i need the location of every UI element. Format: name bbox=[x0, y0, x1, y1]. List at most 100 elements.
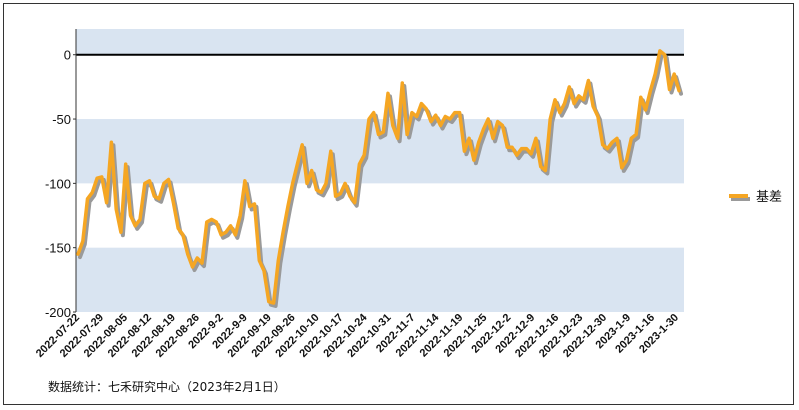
y-tick-label-2: -100 bbox=[45, 176, 71, 191]
data-point-73 bbox=[425, 108, 427, 110]
y-tick-label-1: -50 bbox=[52, 112, 71, 127]
data-point-29 bbox=[215, 221, 217, 223]
data-point-104 bbox=[573, 102, 575, 104]
data-point-53 bbox=[330, 150, 332, 152]
data-point-76 bbox=[439, 124, 441, 126]
data-point-57 bbox=[349, 195, 351, 197]
data-point-8 bbox=[115, 208, 117, 210]
data-point-67 bbox=[396, 137, 398, 139]
data-point-31 bbox=[225, 231, 227, 233]
data-point-44 bbox=[287, 205, 289, 207]
data-point-10 bbox=[124, 163, 126, 165]
data-point-94 bbox=[525, 147, 527, 149]
data-point-54 bbox=[334, 195, 336, 197]
data-point-63 bbox=[377, 133, 379, 135]
data-point-70 bbox=[411, 111, 413, 113]
data-point-114 bbox=[621, 167, 623, 169]
data-point-24 bbox=[191, 266, 193, 268]
data-point-56 bbox=[344, 182, 346, 184]
data-point-12 bbox=[134, 225, 136, 227]
data-point-43 bbox=[282, 231, 284, 233]
data-point-98 bbox=[544, 169, 546, 171]
grid-band-0 bbox=[76, 29, 684, 55]
data-point-105 bbox=[578, 95, 580, 97]
data-point-119 bbox=[644, 109, 646, 111]
data-point-106 bbox=[582, 99, 584, 101]
data-point-38 bbox=[258, 259, 260, 261]
data-point-123 bbox=[663, 54, 665, 56]
data-point-90 bbox=[506, 146, 508, 148]
y-tick-label-4: -200 bbox=[45, 305, 71, 320]
y-tick-label-3: -150 bbox=[45, 241, 71, 256]
y-axis-ticks: 0 -50 -100 -150 -200 bbox=[45, 48, 76, 320]
data-point-77 bbox=[444, 115, 446, 117]
data-point-52 bbox=[325, 182, 327, 184]
series-line-basis bbox=[76, 49, 681, 305]
data-point-35 bbox=[244, 180, 246, 182]
data-point-25 bbox=[196, 257, 198, 259]
data-point-14 bbox=[144, 182, 146, 184]
data-point-6 bbox=[105, 201, 107, 203]
legend-label: 基差 bbox=[756, 189, 782, 204]
data-point-85 bbox=[482, 128, 484, 130]
data-point-4 bbox=[96, 177, 98, 179]
data-point-22 bbox=[182, 234, 184, 236]
data-point-66 bbox=[392, 124, 394, 126]
data-point-107 bbox=[587, 79, 589, 81]
data-point-9 bbox=[120, 231, 122, 233]
data-point-5 bbox=[101, 176, 103, 178]
data-point-60 bbox=[363, 154, 365, 156]
data-point-72 bbox=[420, 102, 422, 104]
data-point-95 bbox=[530, 153, 532, 155]
data-point-34 bbox=[239, 214, 241, 216]
data-point-91 bbox=[511, 146, 513, 148]
data-point-0 bbox=[77, 253, 79, 255]
data-point-30 bbox=[220, 234, 222, 236]
data-point-120 bbox=[649, 90, 651, 92]
data-point-61 bbox=[368, 118, 370, 120]
data-point-96 bbox=[535, 137, 537, 139]
data-point-79 bbox=[454, 111, 456, 113]
data-point-40 bbox=[268, 301, 270, 303]
data-point-20 bbox=[172, 201, 174, 203]
data-point-23 bbox=[187, 253, 189, 255]
data-point-50 bbox=[315, 189, 317, 191]
data-point-113 bbox=[616, 137, 618, 139]
data-point-28 bbox=[210, 218, 212, 220]
source-note: 数据统计：七禾研究中心（2023年2月1日） bbox=[48, 380, 286, 394]
data-point-118 bbox=[640, 96, 642, 98]
data-point-55 bbox=[339, 192, 341, 194]
x-axis-ticks: 2022-07-222022-07-292022-08-052022-08-12… bbox=[34, 311, 681, 360]
data-point-108 bbox=[592, 105, 594, 107]
data-point-3 bbox=[91, 191, 93, 193]
data-point-41 bbox=[272, 302, 274, 304]
data-point-47 bbox=[301, 144, 303, 146]
data-point-27 bbox=[206, 221, 208, 223]
data-point-39 bbox=[263, 270, 265, 272]
data-point-71 bbox=[415, 115, 417, 117]
data-point-126 bbox=[678, 90, 680, 92]
data-point-125 bbox=[673, 73, 675, 75]
data-point-86 bbox=[487, 118, 489, 120]
data-point-42 bbox=[277, 259, 279, 261]
data-point-69 bbox=[406, 133, 408, 135]
data-point-26 bbox=[201, 262, 203, 264]
data-point-37 bbox=[253, 203, 255, 205]
data-point-117 bbox=[635, 133, 637, 135]
data-point-13 bbox=[139, 218, 141, 220]
data-point-82 bbox=[468, 137, 470, 139]
data-point-92 bbox=[516, 154, 518, 156]
data-point-111 bbox=[606, 147, 608, 149]
data-point-124 bbox=[668, 88, 670, 90]
data-point-88 bbox=[497, 120, 499, 122]
data-point-68 bbox=[401, 82, 403, 84]
data-point-46 bbox=[296, 163, 298, 165]
data-point-121 bbox=[654, 73, 656, 75]
data-point-15 bbox=[148, 180, 150, 182]
data-point-18 bbox=[163, 182, 165, 184]
data-point-80 bbox=[458, 111, 460, 113]
data-point-87 bbox=[492, 137, 494, 139]
data-point-112 bbox=[611, 141, 613, 143]
data-point-32 bbox=[229, 225, 231, 227]
